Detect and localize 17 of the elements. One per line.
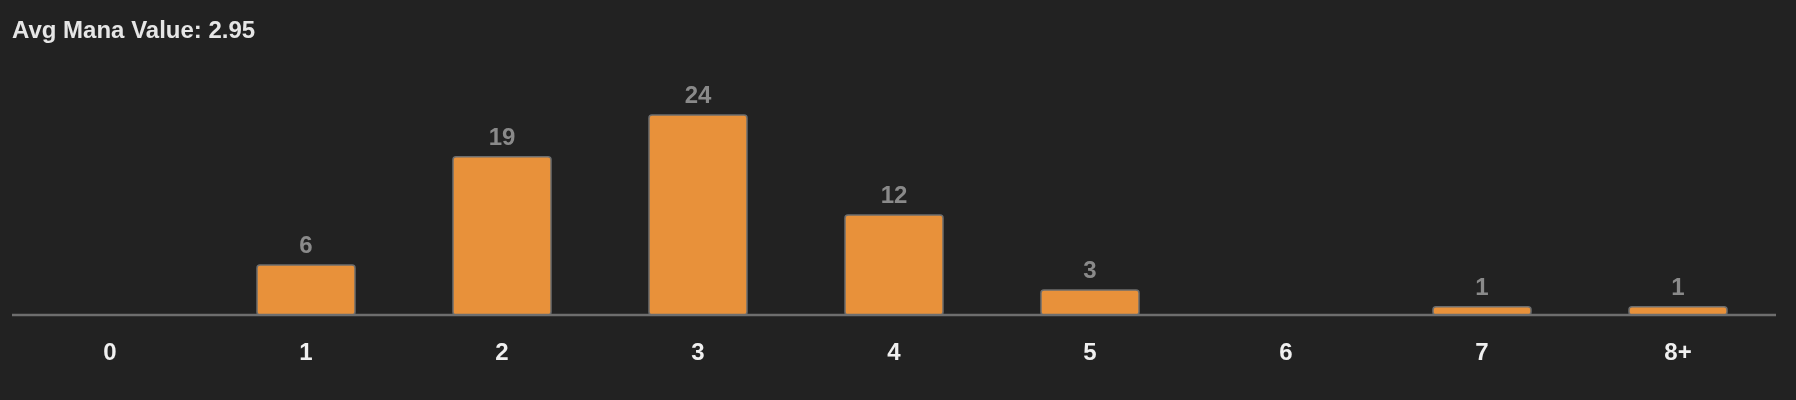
data-label: 6 (299, 231, 313, 258)
x-tick-label: 7 (1475, 338, 1489, 365)
chart-title: Avg Mana Value: 2.95 (12, 16, 256, 43)
x-tick-label: 5 (1083, 338, 1097, 365)
data-label: 1 (1475, 272, 1489, 300)
x-tick-label: 8+ (1664, 338, 1692, 365)
x-tick-label: 3 (691, 338, 705, 365)
data-label: 24 (684, 81, 712, 108)
data-label: 3 (1083, 256, 1097, 283)
data-label: 19 (488, 122, 516, 150)
x-tick-label: 0 (103, 338, 117, 365)
x-tick-label: 2 (495, 338, 509, 365)
data-label: 12 (880, 181, 908, 208)
x-tick-label: 6 (1279, 338, 1293, 365)
x-tick-label: 4 (887, 338, 902, 365)
x-tick-label: 1 (299, 338, 313, 365)
data-label: 1 (1671, 272, 1685, 300)
